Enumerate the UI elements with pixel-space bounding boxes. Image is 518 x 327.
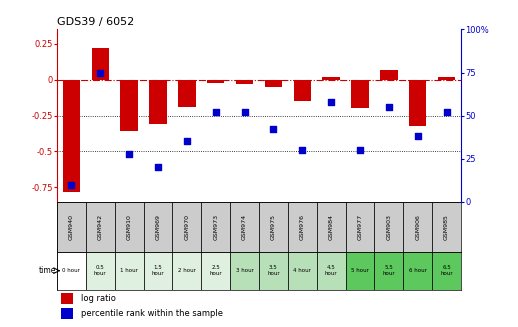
Bar xyxy=(149,80,167,124)
Point xyxy=(154,165,162,170)
Text: GSM977: GSM977 xyxy=(357,214,363,240)
Text: 6.5
hour: 6.5 hour xyxy=(440,266,453,276)
Bar xyxy=(404,202,432,251)
Bar xyxy=(375,251,404,290)
Text: percentile rank within the sample: percentile rank within the sample xyxy=(81,309,223,318)
Bar xyxy=(143,202,172,251)
Bar xyxy=(294,80,311,101)
Text: GSM906: GSM906 xyxy=(415,214,420,240)
Point xyxy=(356,147,364,153)
Text: GSM975: GSM975 xyxy=(271,214,276,240)
Bar xyxy=(432,251,461,290)
Bar xyxy=(207,80,224,82)
Bar xyxy=(202,202,230,251)
Point xyxy=(240,110,249,115)
Point xyxy=(211,110,220,115)
Point xyxy=(298,147,307,153)
Bar xyxy=(259,251,288,290)
Text: 3.5
hour: 3.5 hour xyxy=(267,266,280,276)
Text: 4.5
hour: 4.5 hour xyxy=(325,266,337,276)
Text: 2 hour: 2 hour xyxy=(178,268,196,273)
Bar xyxy=(121,80,138,131)
Text: time: time xyxy=(39,266,56,275)
Bar xyxy=(61,308,73,319)
Text: 4 hour: 4 hour xyxy=(293,268,311,273)
Bar xyxy=(380,70,397,80)
Text: 6 hour: 6 hour xyxy=(409,268,427,273)
Bar xyxy=(351,80,369,109)
Bar xyxy=(346,251,375,290)
Bar xyxy=(61,293,73,303)
Text: GSM969: GSM969 xyxy=(155,214,161,240)
Point xyxy=(125,151,133,156)
Text: 0.5
hour: 0.5 hour xyxy=(94,266,107,276)
Text: 5.5
hour: 5.5 hour xyxy=(383,266,395,276)
Text: GSM940: GSM940 xyxy=(69,214,74,240)
Text: 1 hour: 1 hour xyxy=(120,268,138,273)
Text: GSM985: GSM985 xyxy=(444,214,449,240)
Text: GSM942: GSM942 xyxy=(98,214,103,240)
Bar xyxy=(230,251,259,290)
Bar xyxy=(265,80,282,87)
Bar xyxy=(114,251,143,290)
Point xyxy=(96,70,105,75)
Text: log ratio: log ratio xyxy=(81,294,116,303)
Text: GSM903: GSM903 xyxy=(386,214,392,240)
Text: 2.5
hour: 2.5 hour xyxy=(209,266,222,276)
Text: 1.5
hour: 1.5 hour xyxy=(152,266,164,276)
Bar xyxy=(202,251,230,290)
Bar xyxy=(288,251,316,290)
Bar xyxy=(346,202,375,251)
Point xyxy=(413,134,422,139)
Text: GSM974: GSM974 xyxy=(242,214,247,240)
Point xyxy=(385,104,393,110)
Bar xyxy=(143,251,172,290)
Text: GSM973: GSM973 xyxy=(213,214,218,240)
Text: 5 hour: 5 hour xyxy=(351,268,369,273)
Bar xyxy=(57,251,86,290)
Text: GSM976: GSM976 xyxy=(300,214,305,240)
Bar xyxy=(86,202,114,251)
Bar xyxy=(375,202,404,251)
Point xyxy=(269,127,278,132)
Bar xyxy=(316,251,346,290)
Text: GSM970: GSM970 xyxy=(184,214,190,240)
Bar xyxy=(86,251,114,290)
Bar xyxy=(432,202,461,251)
Bar xyxy=(288,202,316,251)
Text: GSM910: GSM910 xyxy=(126,214,132,240)
Point xyxy=(67,182,76,187)
Text: 3 hour: 3 hour xyxy=(236,268,253,273)
Bar xyxy=(172,202,202,251)
Bar xyxy=(57,202,86,251)
Bar xyxy=(92,48,109,80)
Text: GDS39 / 6052: GDS39 / 6052 xyxy=(57,17,134,27)
Point xyxy=(327,99,335,104)
Bar xyxy=(178,80,195,107)
Bar xyxy=(259,202,288,251)
Bar xyxy=(63,80,80,192)
Bar xyxy=(172,251,202,290)
Text: GSM984: GSM984 xyxy=(328,214,334,240)
Bar xyxy=(323,77,340,80)
Bar xyxy=(438,77,455,80)
Point xyxy=(183,139,191,144)
Text: 0 hour: 0 hour xyxy=(63,268,80,273)
Bar xyxy=(404,251,432,290)
Bar xyxy=(114,202,143,251)
Bar xyxy=(230,202,259,251)
Bar xyxy=(316,202,346,251)
Bar xyxy=(409,80,426,126)
Bar xyxy=(236,80,253,84)
Point xyxy=(442,110,451,115)
